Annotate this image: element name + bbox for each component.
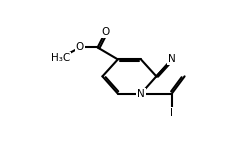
Text: N: N bbox=[168, 54, 176, 64]
Text: N: N bbox=[137, 89, 145, 99]
Text: O: O bbox=[101, 27, 109, 38]
Text: H₃C: H₃C bbox=[51, 53, 70, 63]
Text: I: I bbox=[170, 108, 173, 117]
Text: O: O bbox=[76, 42, 84, 53]
